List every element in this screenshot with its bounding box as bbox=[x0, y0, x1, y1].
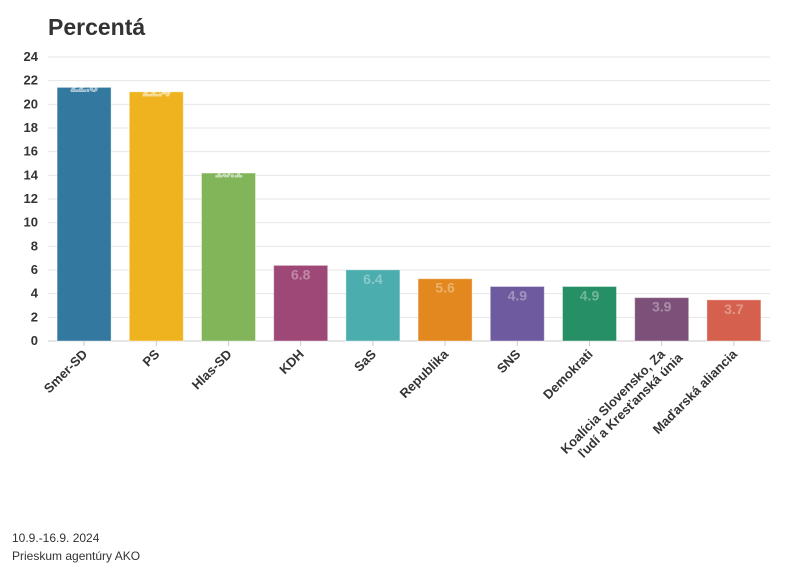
data-label: 4.9 bbox=[508, 287, 528, 303]
y-tick-label: 8 bbox=[31, 238, 38, 253]
y-tick-label: 0 bbox=[31, 333, 38, 348]
data-label: 6.4 bbox=[363, 271, 383, 287]
x-tick-label: PS bbox=[140, 346, 163, 369]
data-label: 3.7 bbox=[724, 301, 744, 317]
x-tick-label: Demokrati bbox=[540, 347, 596, 403]
x-tick-label: SaS bbox=[351, 346, 379, 374]
x-tick-label: Hlas-SD bbox=[189, 347, 235, 393]
data-label: 22.4 bbox=[143, 83, 170, 99]
y-tick-label: 6 bbox=[31, 262, 38, 277]
y-tick-label: 22 bbox=[24, 73, 38, 88]
x-tick-label: Smer-SD bbox=[41, 347, 90, 396]
bar bbox=[706, 299, 762, 342]
bar bbox=[273, 264, 329, 342]
bar-chart: 02468101214161820222422.8Smer-SD22.4PS15… bbox=[24, 49, 770, 461]
bar bbox=[128, 91, 184, 342]
bar bbox=[417, 278, 473, 342]
survey-source: Prieskum agentúry AKO bbox=[12, 549, 141, 563]
bar bbox=[489, 285, 545, 342]
bar bbox=[201, 172, 256, 342]
y-tick-label: 10 bbox=[24, 215, 38, 230]
y-tick-label: 12 bbox=[24, 191, 38, 206]
bar bbox=[56, 86, 112, 342]
data-label: 15.1 bbox=[215, 164, 242, 180]
y-tick-label: 2 bbox=[31, 309, 38, 324]
x-tick-label: KDH bbox=[276, 347, 307, 378]
chart-title: Percentá bbox=[48, 14, 146, 40]
data-label: 22.8 bbox=[70, 78, 97, 94]
x-tick-label: SNS bbox=[494, 346, 524, 376]
data-label: 4.9 bbox=[580, 287, 600, 303]
y-tick-label: 16 bbox=[24, 144, 38, 159]
survey-date: 10.9.-16.9. 2024 bbox=[12, 531, 100, 545]
x-tick-label: Republika bbox=[397, 346, 452, 401]
bar bbox=[345, 269, 401, 342]
y-tick-label: 20 bbox=[24, 96, 38, 111]
y-tick-label: 18 bbox=[24, 120, 38, 135]
y-tick-label: 24 bbox=[24, 49, 39, 64]
y-tick-label: 14 bbox=[24, 167, 39, 182]
y-tick-label: 4 bbox=[31, 286, 39, 301]
data-label: 6.8 bbox=[291, 266, 311, 282]
data-label: 5.6 bbox=[435, 280, 455, 296]
bar bbox=[634, 297, 690, 342]
data-label: 3.9 bbox=[652, 299, 672, 315]
